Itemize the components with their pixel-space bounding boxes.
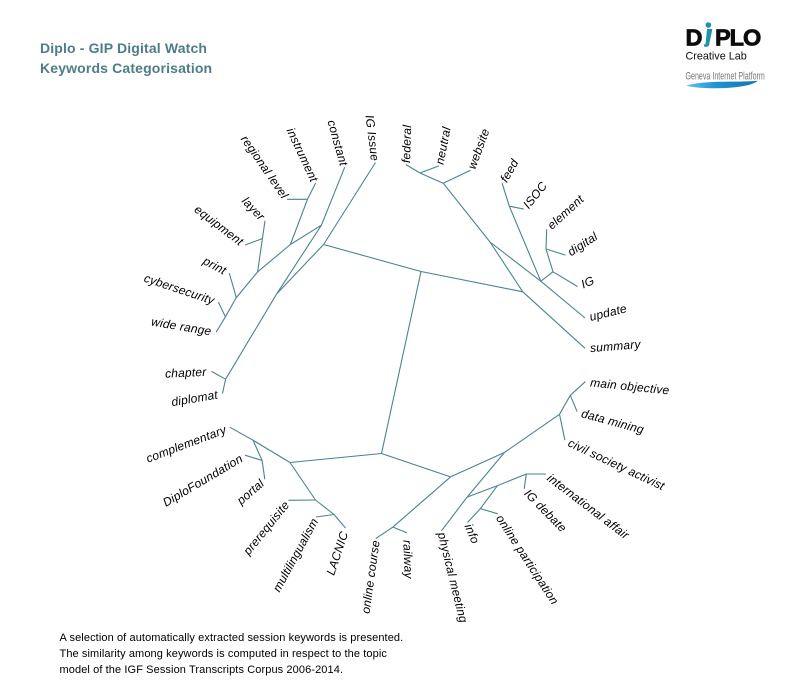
svg-text:regional level: regional level bbox=[238, 133, 291, 202]
svg-text:civil society activist: civil society activist bbox=[566, 436, 668, 493]
svg-text:IG Issue: IG Issue bbox=[363, 114, 383, 162]
svg-text:data mining: data mining bbox=[580, 406, 646, 436]
svg-text:main objective: main objective bbox=[590, 375, 671, 397]
svg-text:Geneva Internet Platform: Geneva Internet Platform bbox=[686, 70, 765, 82]
svg-text:update: update bbox=[588, 301, 628, 324]
svg-text:Creative Lab: Creative Lab bbox=[686, 51, 747, 63]
svg-text:diplomat: diplomat bbox=[170, 387, 219, 409]
svg-text:feed: feed bbox=[497, 157, 521, 185]
svg-text:physical meeting: physical meeting bbox=[435, 530, 471, 624]
svg-text:prerequisite: prerequisite bbox=[240, 498, 293, 558]
svg-text:print: print bbox=[200, 253, 229, 277]
svg-text:railway: railway bbox=[400, 540, 416, 580]
svg-text:info: info bbox=[462, 522, 483, 546]
svg-text:neutral: neutral bbox=[433, 126, 454, 166]
svg-text:IG: IG bbox=[579, 273, 597, 291]
svg-text:LACNIC: LACNIC bbox=[324, 530, 352, 577]
svg-text:chapter: chapter bbox=[165, 365, 208, 381]
svg-text:online course: online course bbox=[359, 539, 383, 614]
svg-text:constant: constant bbox=[324, 118, 350, 167]
svg-text:website: website bbox=[465, 127, 493, 171]
svg-text:cybersecurity: cybersecurity bbox=[142, 271, 217, 308]
svg-text:federal: federal bbox=[399, 125, 414, 164]
svg-text:DiploFoundation: DiploFoundation bbox=[160, 451, 245, 509]
svg-text:ISOC: ISOC bbox=[520, 179, 550, 211]
svg-text:element: element bbox=[545, 192, 587, 232]
svg-text:D: D bbox=[686, 25, 703, 51]
svg-text:PLO: PLO bbox=[715, 25, 761, 51]
svg-text:digital: digital bbox=[565, 229, 600, 259]
svg-text:equipment: equipment bbox=[192, 202, 247, 248]
svg-text:summary: summary bbox=[589, 337, 641, 355]
svg-text:multilingualism: multilingualism bbox=[270, 516, 321, 594]
svg-text:complementary: complementary bbox=[144, 422, 229, 465]
svg-text:portal: portal bbox=[233, 476, 267, 508]
svg-text:layer: layer bbox=[239, 194, 268, 224]
svg-text:wide range: wide range bbox=[150, 315, 212, 339]
svg-text:instrument: instrument bbox=[284, 126, 321, 185]
